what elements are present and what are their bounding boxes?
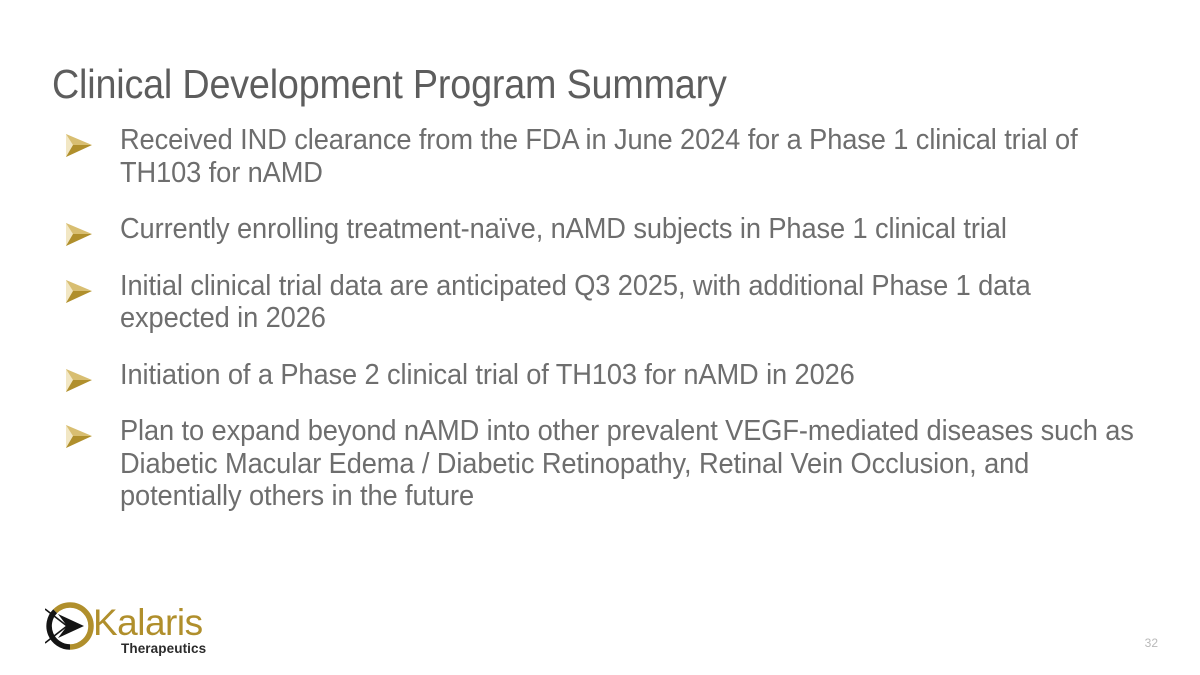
list-item: Currently enrolling treatment-naïve, nAM… xyxy=(62,213,1132,246)
list-item: Received IND clearance from the FDA in J… xyxy=(62,124,1132,189)
logo-wordmark: Kalaris Therapeutics xyxy=(93,603,213,659)
company-logo: Kalaris Therapeutics xyxy=(44,598,215,660)
list-item-label: Received IND clearance from the FDA in J… xyxy=(120,124,1078,189)
logo-company-name: Kalaris xyxy=(93,602,203,643)
kalaris-ring-arrow-icon xyxy=(44,601,95,653)
arrowhead-bullet-icon xyxy=(62,424,96,450)
list-item-label: Initial clinical trial data are anticipa… xyxy=(120,269,1031,335)
list-item-label: Initiation of a Phase 2 clinical trial o… xyxy=(120,358,855,391)
list-item: Initial clinical trial data are anticipa… xyxy=(62,270,1132,335)
page-number: 32 xyxy=(1144,636,1158,650)
arrowhead-bullet-icon xyxy=(62,133,96,159)
arrowhead-bullet-icon xyxy=(62,222,96,248)
list-item-label: Plan to expand beyond nAMD into other pr… xyxy=(120,415,1134,512)
page-title: Clinical Development Program Summary xyxy=(52,61,727,108)
arrowhead-bullet-icon xyxy=(62,368,96,394)
list-item: Plan to expand beyond nAMD into other pr… xyxy=(62,415,1134,513)
list-item: Initiation of a Phase 2 clinical trial o… xyxy=(62,359,1132,392)
list-item-label: Currently enrolling treatment-naïve, nAM… xyxy=(120,213,1007,245)
logo-company-subtitle: Therapeutics xyxy=(121,641,207,656)
bullet-list: Received IND clearance from the FDA in J… xyxy=(62,124,1134,513)
arrowhead-bullet-icon xyxy=(62,279,96,305)
